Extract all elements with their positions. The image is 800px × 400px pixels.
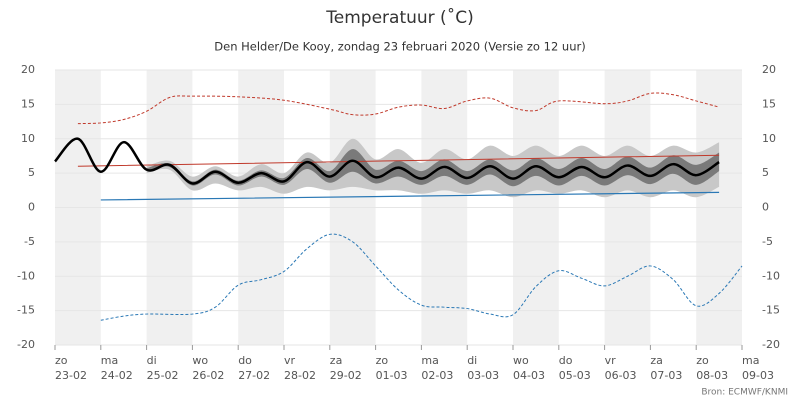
series-line — [100, 191, 720, 201]
y-tick-label-right: -15 — [762, 304, 780, 317]
series-line — [54, 137, 720, 185]
y-tick-label: 10 — [21, 132, 35, 145]
x-tick-label: ma — [421, 354, 438, 367]
y-tick-label: 5 — [28, 166, 35, 179]
x-tick-label: do — [238, 354, 252, 367]
y-tick-label-right: 15 — [762, 97, 776, 110]
x-tick-label: do — [559, 354, 573, 367]
y-tick-label-right: -5 — [762, 235, 773, 248]
y-tick-label-right: 20 — [762, 63, 776, 76]
x-tick-date: 27-02 — [238, 369, 270, 382]
x-tick-label: vr — [605, 354, 617, 367]
x-tick-date: 05-03 — [559, 369, 591, 382]
x-tick-date: 04-03 — [513, 369, 545, 382]
x-tick-label: za — [330, 354, 343, 367]
x-tick-label: di — [147, 354, 157, 367]
x-tick-label: ma — [742, 354, 759, 367]
y-tick-label-right: -10 — [762, 269, 780, 282]
y-tick-label: 15 — [21, 97, 35, 110]
y-tick-label-right: -20 — [762, 338, 780, 351]
y-tick-label: -20 — [17, 338, 35, 351]
chart-title: Temperatuur (˚C) — [325, 7, 473, 28]
y-tick-label: -15 — [17, 304, 35, 317]
series-line — [100, 233, 743, 321]
chart-subtitle: Den Helder/De Kooy, zondag 23 februari 2… — [214, 40, 585, 54]
x-tick-label: ma — [101, 354, 118, 367]
x-tick-date: 24-02 — [101, 369, 133, 382]
x-tick-date: 28-02 — [284, 369, 316, 382]
x-tick-date: 23-02 — [55, 369, 87, 382]
x-tick-date: 09-03 — [742, 369, 774, 382]
x-tick-date: 01-03 — [376, 369, 408, 382]
y-tick-label-right: 5 — [762, 166, 769, 179]
source: Bron: ECMWF/KNMI — [701, 388, 788, 398]
y-tick-label: 0 — [28, 201, 35, 214]
x-tick-date: 25-02 — [147, 369, 179, 382]
x-tick-label: wo — [513, 354, 529, 367]
series-line — [77, 92, 720, 125]
x-tick-label: di — [467, 354, 477, 367]
y-tick-label-right: 0 — [762, 201, 769, 214]
x-tick-date: 02-03 — [421, 369, 453, 382]
y-tick-label: -10 — [17, 269, 35, 282]
x-tick-date: 03-03 — [467, 369, 499, 382]
x-tick-date: 26-02 — [192, 369, 224, 382]
y-tick-label-right: 10 — [762, 132, 776, 145]
x-tick-label: zo — [696, 354, 709, 367]
y-tick-label: 20 — [21, 63, 35, 76]
y-tick-label: -5 — [24, 235, 35, 248]
x-tick-date: 08-03 — [696, 369, 728, 382]
x-tick-label: zo — [376, 354, 389, 367]
x-tick-date: 07-03 — [650, 369, 682, 382]
x-tick-label: zo — [55, 354, 68, 367]
x-tick-label: vr — [284, 354, 296, 367]
x-tick-label: za — [650, 354, 663, 367]
x-tick-date: 29-02 — [330, 369, 362, 382]
x-tick-date: 06-03 — [605, 369, 637, 382]
x-tick-label: wo — [192, 354, 208, 367]
